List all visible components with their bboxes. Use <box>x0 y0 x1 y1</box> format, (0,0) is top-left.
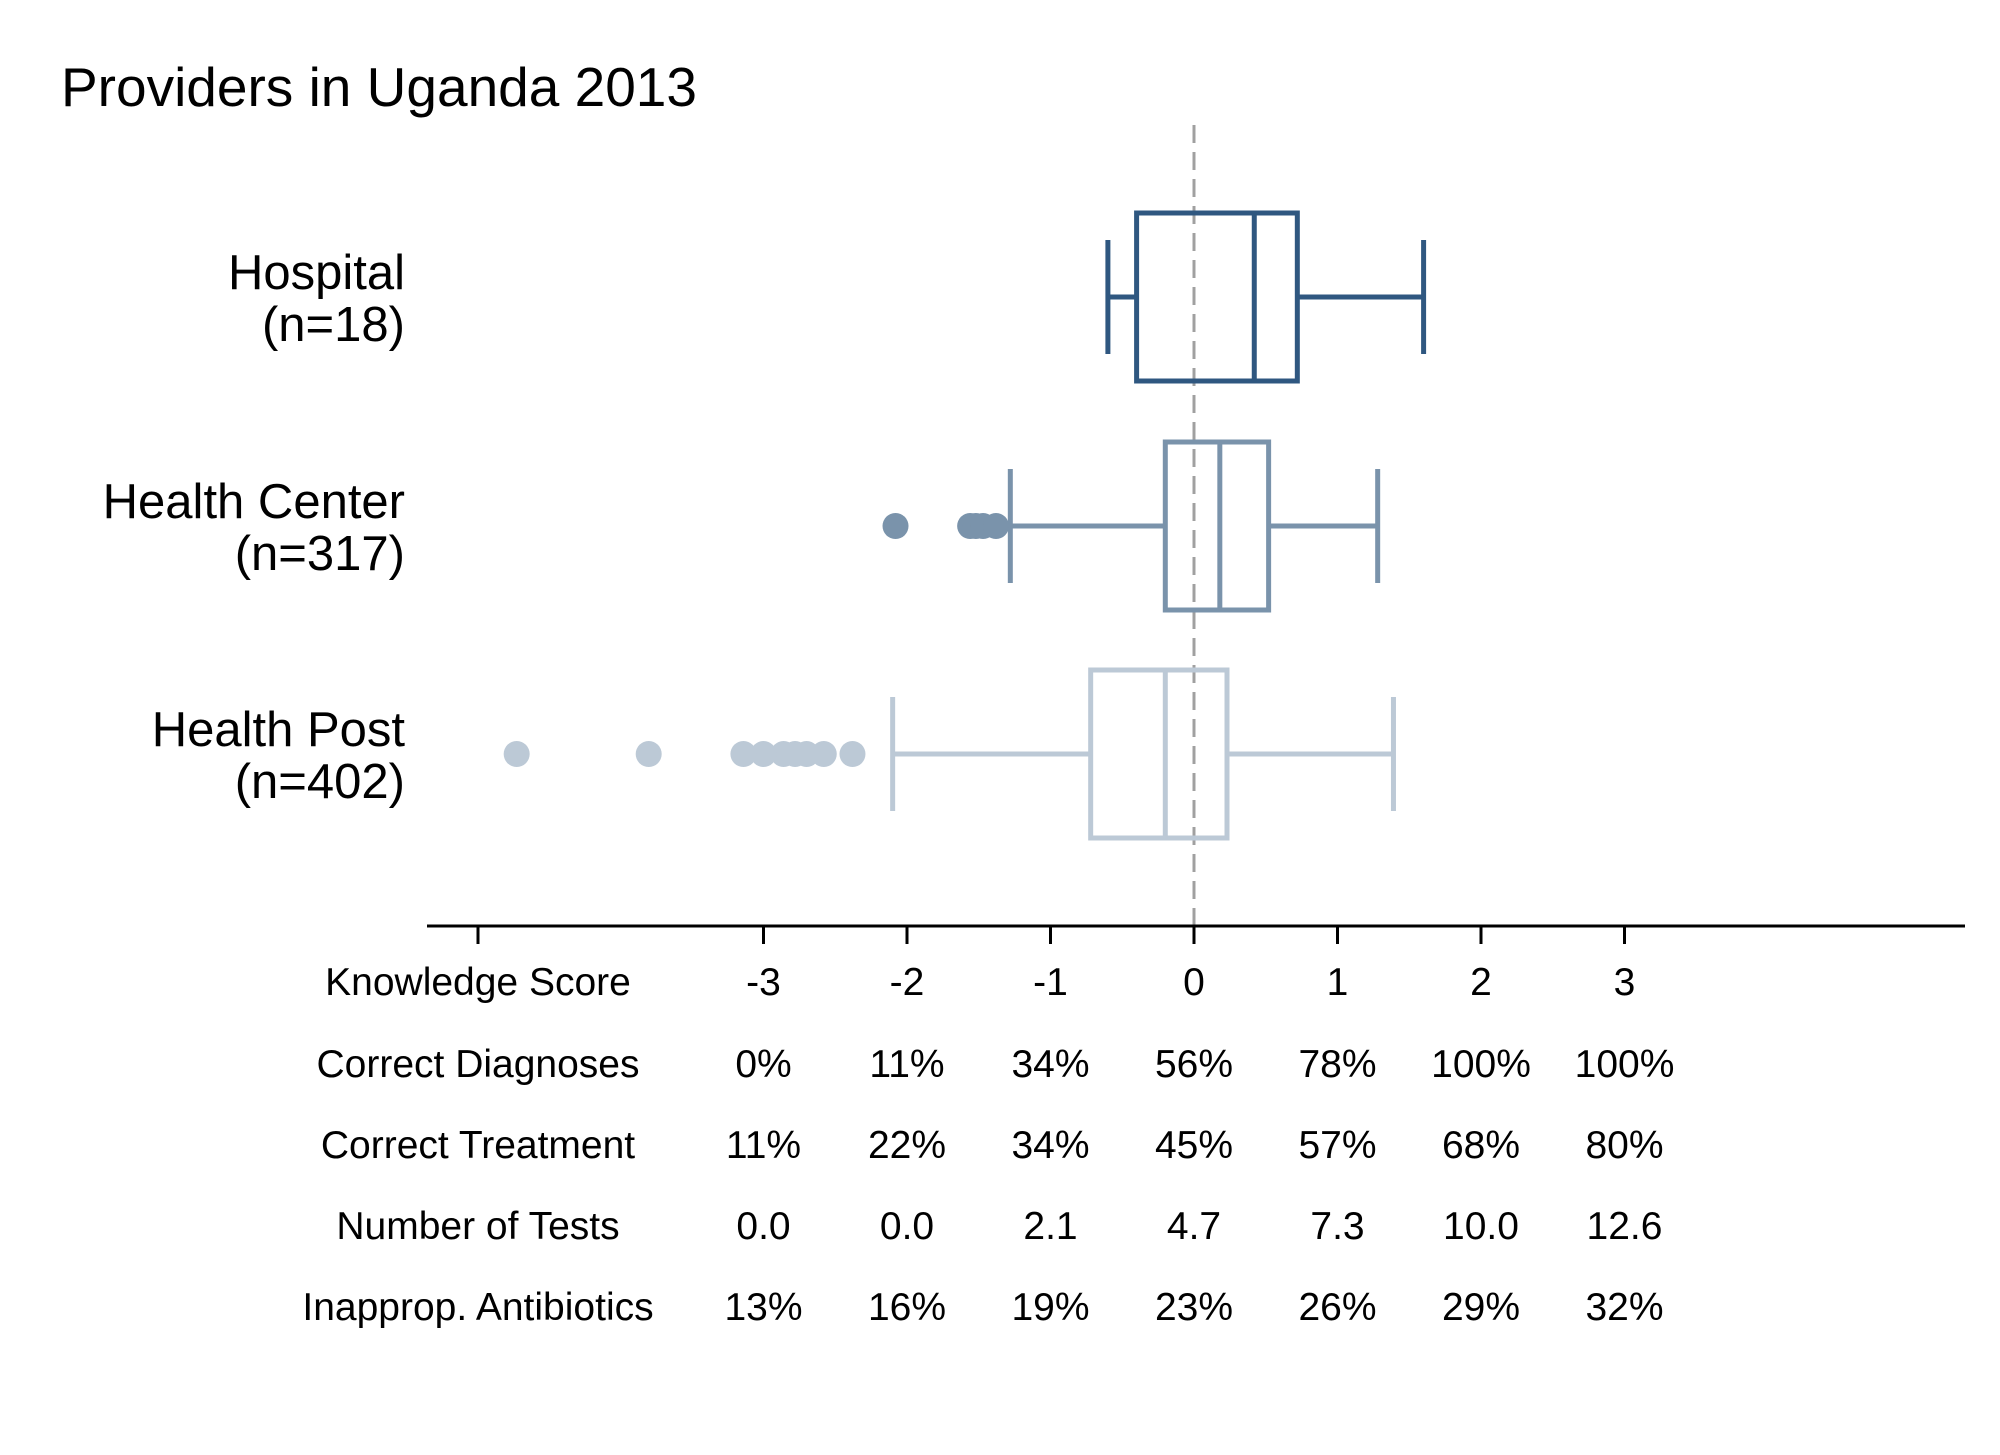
x-tick-label: 0 <box>1183 961 1205 1004</box>
table-cell: 11% <box>869 1043 944 1086</box>
table-cell: 34% <box>1011 1043 1089 1086</box>
table-row-label: Correct Treatment <box>321 1124 635 1167</box>
table-cell: 80% <box>1585 1124 1663 1167</box>
table-cell: 23% <box>1155 1286 1233 1329</box>
table-row-label: Inapprop. Antibiotics <box>302 1286 653 1329</box>
box <box>1162 439 1272 613</box>
table-cell: 22% <box>868 1124 946 1167</box>
table-row-label: Number of Tests <box>336 1205 619 1248</box>
table-cell: 56% <box>1155 1043 1233 1086</box>
table-cell: 45% <box>1155 1124 1233 1167</box>
table-cell: 12.6 <box>1587 1205 1663 1248</box>
table-cell: 16% <box>868 1286 946 1329</box>
table-cell: 34% <box>1011 1124 1089 1167</box>
plot-area: Hospital(n=18)Health Center(n=317)Health… <box>103 125 1427 925</box>
category-n-label: (n=317) <box>235 527 405 581</box>
table-cell: 78% <box>1298 1043 1376 1086</box>
chart-title: Providers in Uganda 2013 <box>61 56 697 118</box>
outlier-point <box>982 513 1009 539</box>
table-cell: 13% <box>724 1286 802 1329</box>
table-cell: 26% <box>1298 1286 1376 1329</box>
table-cell: 100% <box>1431 1043 1531 1086</box>
x-tick-label: -1 <box>1033 961 1068 1004</box>
box-group-health-post: Health Post(n=402) <box>152 667 1396 841</box>
table-cell: 0% <box>735 1043 791 1086</box>
x-tick-label: -2 <box>890 961 925 1004</box>
outlier-point <box>750 741 777 767</box>
table-cell: 19% <box>1011 1286 1089 1329</box>
x-tick-label: 2 <box>1470 961 1492 1004</box>
table-cell: 68% <box>1442 1124 1520 1167</box>
table-cell: 7.3 <box>1310 1205 1364 1248</box>
box <box>1134 210 1300 384</box>
x-tick-label: 3 <box>1614 961 1636 1004</box>
box <box>1088 667 1230 841</box>
table-cell: 57% <box>1298 1124 1376 1167</box>
x-axis <box>427 924 1965 944</box>
outlier-point <box>635 741 662 767</box>
table-row-label: Correct Diagnoses <box>317 1043 640 1086</box>
category-n-label: (n=402) <box>235 755 405 809</box>
table-cell: 100% <box>1575 1043 1675 1086</box>
outlier-point <box>770 741 797 767</box>
x-tick-label: 1 <box>1327 961 1349 1004</box>
table-cell: 4.7 <box>1167 1205 1221 1248</box>
table-cell: 29% <box>1442 1286 1520 1329</box>
category-n-label: (n=18) <box>262 298 405 352</box>
box-group-health-center: Health Center(n=317) <box>103 439 1381 613</box>
category-label: Health Center <box>103 475 405 529</box>
category-label: Health Post <box>152 703 406 757</box>
box-group-hospital: Hospital(n=18) <box>228 210 1427 384</box>
score-table: Knowledge Score -3 -2 -1 0 1 2 3 Correct Diagnos… <box>302 961 1674 1329</box>
table-cell: 32% <box>1585 1286 1663 1329</box>
category-label: Hospital <box>228 246 405 300</box>
table-cell: 2.1 <box>1023 1205 1077 1248</box>
outlier-point <box>882 513 909 539</box>
table-cell: 10.0 <box>1443 1205 1519 1248</box>
table-row-label: Knowledge Score <box>325 961 631 1004</box>
outlier-point <box>839 741 866 767</box>
table-cell: 0.0 <box>880 1205 934 1248</box>
table-cell: 11% <box>726 1124 801 1167</box>
outlier-point <box>503 741 530 767</box>
outlier-point <box>730 741 757 767</box>
table-cell: 0.0 <box>736 1205 790 1248</box>
x-tick-label: -3 <box>746 961 781 1004</box>
